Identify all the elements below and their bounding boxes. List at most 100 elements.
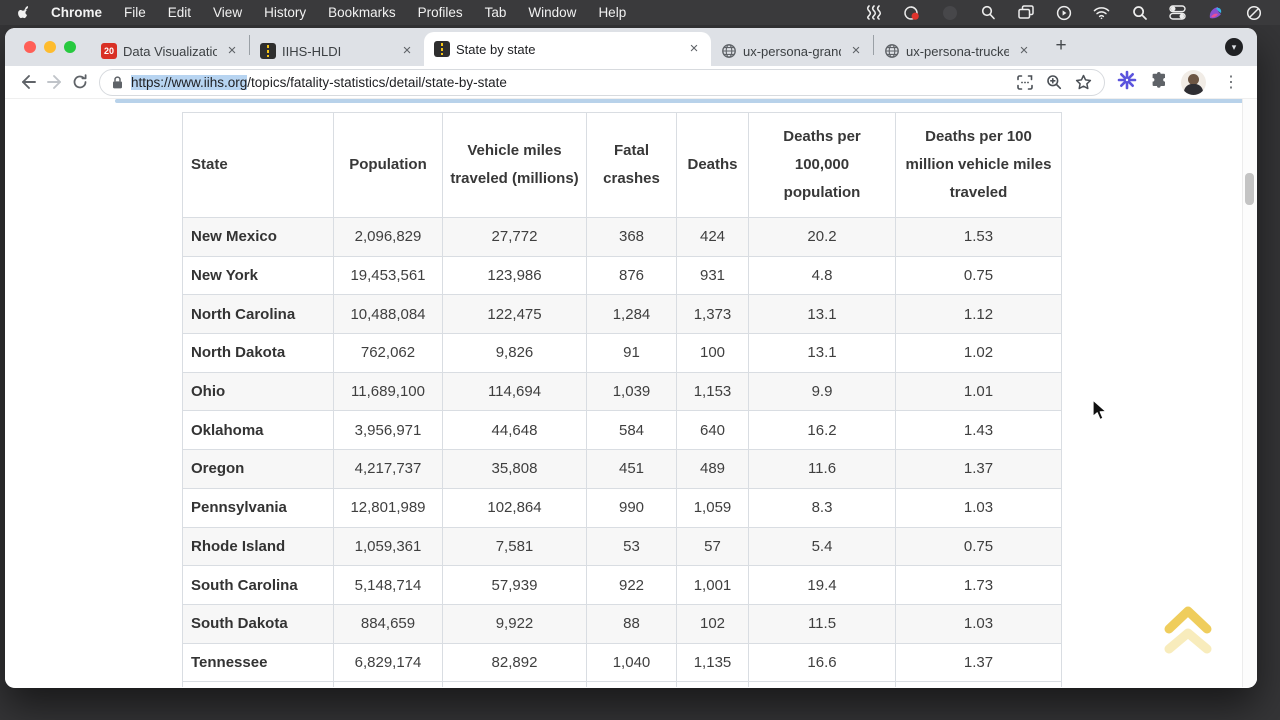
spotlight-search-icon[interactable] bbox=[1131, 4, 1148, 21]
value-cell: 2,096,829 bbox=[333, 217, 443, 257]
state-cell: Oklahoma bbox=[182, 410, 334, 451]
value-cell: 102 bbox=[676, 603, 749, 644]
tab-divider bbox=[873, 35, 874, 55]
tab-iihs-hldi[interactable]: IIHS-HLDI × bbox=[250, 36, 424, 66]
table-row: Pennsylvania 12,801,989 102,864 990 1,059 8.3… bbox=[182, 487, 1062, 528]
value-cell: 5.4 bbox=[748, 526, 896, 567]
state-cell: New Mexico bbox=[182, 217, 334, 257]
new-tab-button[interactable]: + bbox=[1055, 34, 1067, 56]
windows-copy-icon[interactable] bbox=[1017, 4, 1034, 21]
value-cell: 4,217,737 bbox=[333, 449, 443, 489]
value-cell: 1.53 bbox=[895, 217, 1062, 257]
value-cell: 100 bbox=[676, 333, 749, 373]
menu-item-file[interactable]: File bbox=[124, 5, 146, 20]
menu-item-bookmarks[interactable]: Bookmarks bbox=[328, 5, 396, 20]
reload-button[interactable] bbox=[67, 69, 93, 95]
value-cell: 44,648 bbox=[442, 410, 587, 451]
screen-record-icon[interactable] bbox=[903, 4, 920, 21]
loupe-zoom-icon[interactable] bbox=[979, 4, 996, 21]
back-button[interactable] bbox=[15, 69, 41, 95]
zoom-page-icon[interactable] bbox=[1046, 74, 1062, 90]
table-row: Oklahoma 3,956,971 44,648 584 640 16.2 1.43 bbox=[182, 410, 1062, 451]
value-cell: 16.2 bbox=[748, 410, 896, 451]
menu-item-history[interactable]: History bbox=[264, 5, 307, 20]
zoom-window-button[interactable] bbox=[64, 41, 76, 53]
do-not-disturb-icon[interactable] bbox=[1245, 4, 1262, 21]
capture-screenshot-icon[interactable] bbox=[1017, 74, 1033, 90]
back-to-top-button[interactable] bbox=[1157, 597, 1219, 663]
extensions-puzzle-icon[interactable] bbox=[1150, 71, 1168, 94]
menu-item-view[interactable]: View bbox=[213, 5, 243, 20]
play-circle-icon[interactable] bbox=[1055, 4, 1072, 21]
tab-close-icon[interactable]: × bbox=[227, 42, 237, 59]
value-cell bbox=[586, 681, 677, 687]
bookmark-star-icon[interactable] bbox=[1075, 74, 1092, 90]
menu-item-tab[interactable]: Tab bbox=[484, 5, 507, 20]
value-cell: 1,039 bbox=[586, 371, 677, 412]
tab-search-button[interactable]: ▾ bbox=[1225, 38, 1243, 56]
value-cell: 1.03 bbox=[895, 603, 1062, 644]
tab-close-icon[interactable]: × bbox=[689, 40, 699, 57]
forward-button[interactable] bbox=[41, 69, 67, 95]
apple-menu[interactable] bbox=[10, 5, 40, 21]
value-cell: 13.1 bbox=[748, 294, 896, 335]
value-cell: 424 bbox=[676, 217, 749, 257]
profile-avatar[interactable] bbox=[1181, 69, 1206, 95]
waves-icon[interactable] bbox=[865, 4, 882, 21]
column-header: State bbox=[182, 112, 334, 218]
tab-close-icon[interactable]: × bbox=[402, 42, 412, 59]
value-cell: 27,772 bbox=[442, 217, 587, 257]
value-cell: 10,488,084 bbox=[333, 294, 443, 335]
close-window-button[interactable] bbox=[24, 41, 36, 53]
menu-item-window[interactable]: Window bbox=[528, 5, 577, 20]
globe-favicon bbox=[885, 44, 899, 58]
chrome-menu-icon[interactable]: ⋮ bbox=[1223, 74, 1239, 91]
state-cell: New York bbox=[182, 255, 334, 296]
tab-data-visualization-founda[interactable]: 20 Data Visualization Founda × bbox=[91, 36, 249, 66]
minimize-window-button[interactable] bbox=[44, 41, 56, 53]
value-cell: 876 bbox=[586, 255, 677, 296]
value-cell: 7,581 bbox=[442, 526, 587, 567]
colorful-app-icon[interactable] bbox=[1207, 4, 1224, 21]
table-row: North Dakota 762,062 9,826 91 100 13.1 1.02 bbox=[182, 333, 1062, 373]
menu-item-edit[interactable]: Edit bbox=[167, 5, 192, 20]
value-cell: 12,801,989 bbox=[333, 487, 443, 528]
menu-item-profiles[interactable]: Profiles bbox=[417, 5, 463, 20]
menu-item-help[interactable]: Help bbox=[598, 5, 627, 20]
value-cell: 1,135 bbox=[676, 642, 749, 683]
value-cell: 88 bbox=[586, 603, 677, 644]
value-cell: 6,829,174 bbox=[333, 642, 443, 683]
url-selected-text: https://www.iihs.org bbox=[131, 74, 248, 90]
tab-state-by-state[interactable]: State by state × bbox=[424, 32, 711, 66]
scrollbar-thumb[interactable] bbox=[1245, 173, 1254, 205]
state-cell: North Dakota bbox=[182, 333, 334, 373]
browser-toolbar: https://www.iihs.org/topics/fatality-sta… bbox=[5, 66, 1257, 99]
tab-title: State by state bbox=[456, 41, 536, 57]
column-header: Population bbox=[333, 112, 443, 218]
column-header: Vehicle miles traveled (millions) bbox=[442, 112, 587, 218]
dark-app-icon[interactable] bbox=[941, 4, 958, 21]
tab-ux-persona-grandma-gin[interactable]: ux-persona-grandma-gin × bbox=[711, 36, 873, 66]
address-bar[interactable]: https://www.iihs.org/topics/fatality-sta… bbox=[99, 68, 1105, 96]
extension-starburst-icon[interactable] bbox=[1117, 70, 1137, 95]
tab-close-icon[interactable]: × bbox=[1019, 42, 1029, 59]
scrollbar-track[interactable] bbox=[1242, 99, 1257, 687]
tab-close-icon[interactable]: × bbox=[851, 42, 861, 59]
url-rest-text: /topics/fatality-statistics/detail/state… bbox=[247, 74, 507, 90]
value-cell: 11,689,100 bbox=[333, 371, 443, 412]
value-cell: 57 bbox=[676, 526, 749, 567]
value-cell: 584 bbox=[586, 410, 677, 451]
control-center-icon[interactable] bbox=[1169, 4, 1186, 21]
value-cell: 0.75 bbox=[895, 255, 1062, 296]
menu-item-chrome[interactable]: Chrome bbox=[51, 5, 103, 20]
state-cell: Pennsylvania bbox=[182, 487, 334, 528]
tab-ux-persona-trucker-ted[interactable]: ux-persona-trucker-ted × bbox=[874, 36, 1041, 66]
value-cell: 102,864 bbox=[442, 487, 587, 528]
table-row: Tennessee 6,829,174 82,892 1,040 1,135 16.6 1.… bbox=[182, 642, 1062, 683]
value-cell: 451 bbox=[586, 449, 677, 489]
apple-logo-icon bbox=[18, 5, 29, 18]
value-cell bbox=[748, 681, 896, 687]
wifi-icon[interactable] bbox=[1093, 4, 1110, 21]
state-fatality-table: State Population Vehicle miles traveled (m… bbox=[182, 112, 1062, 687]
